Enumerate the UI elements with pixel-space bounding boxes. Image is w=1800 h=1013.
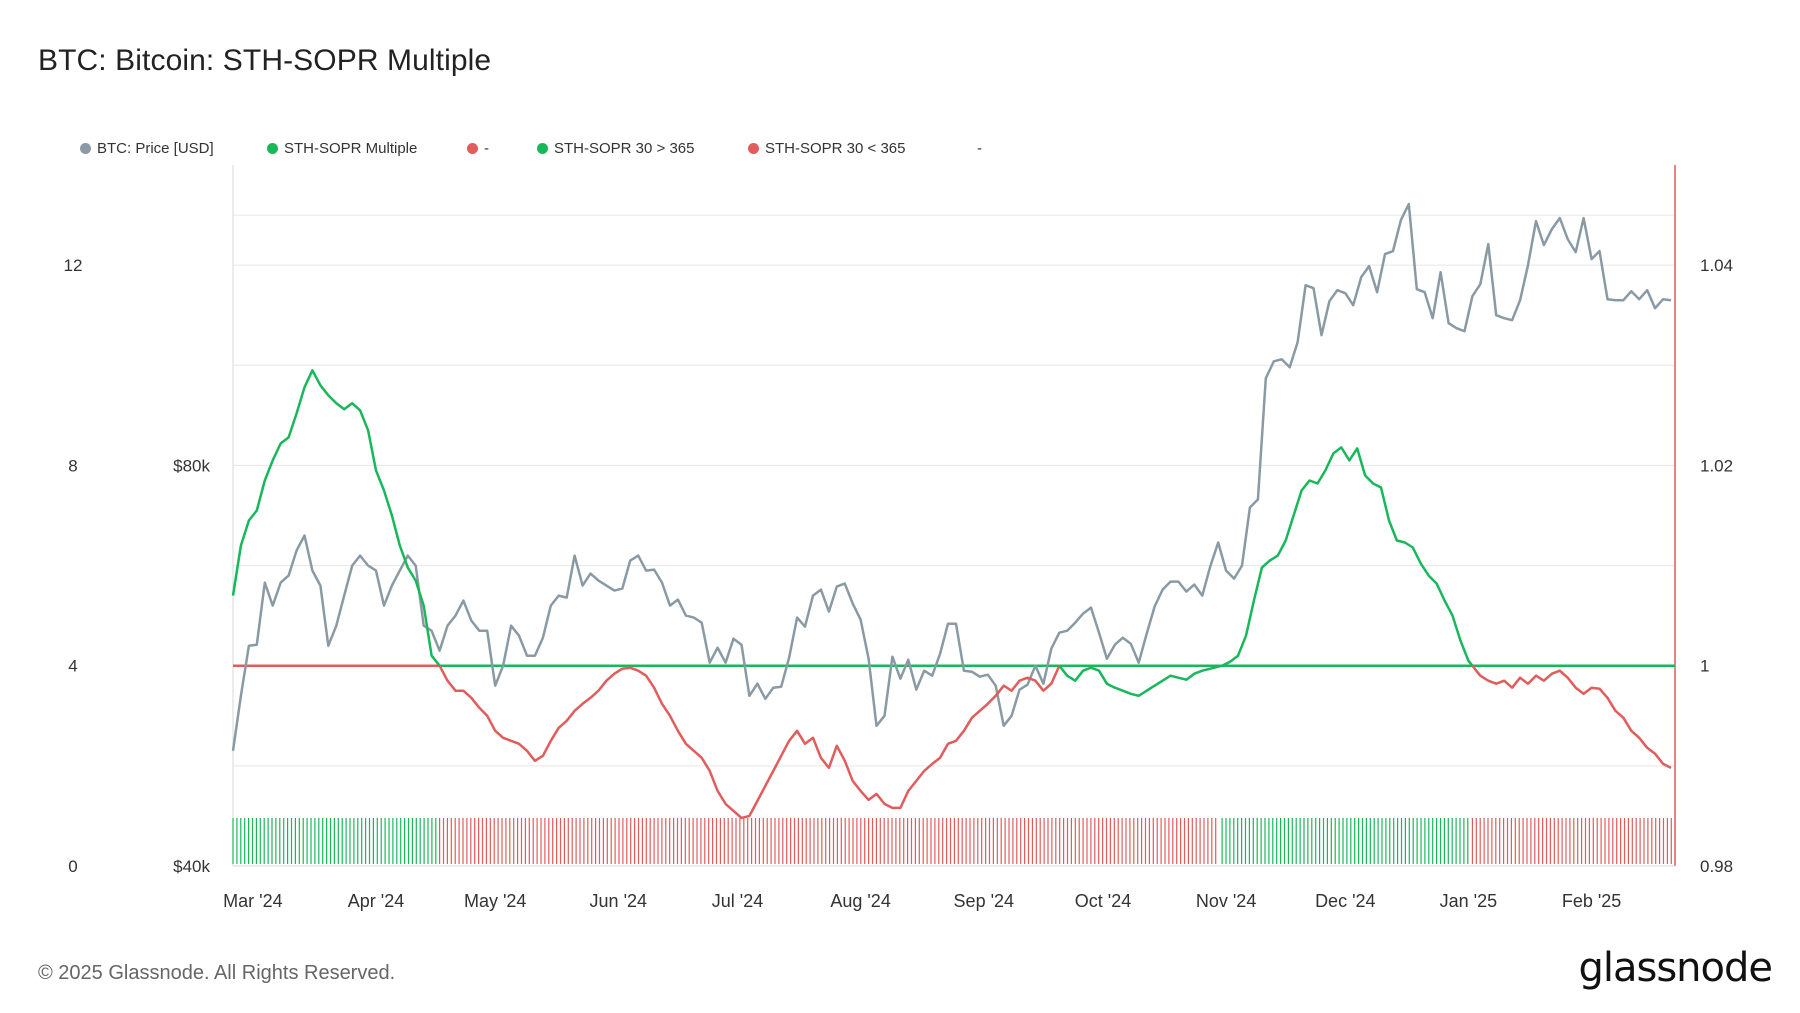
- left-axis-tick-0: 0: [68, 857, 77, 876]
- right-axis-tick-2: 1.02: [1700, 456, 1733, 475]
- regime-bars: [232, 818, 1672, 864]
- legend-dot-below: [748, 143, 759, 154]
- legend-item-multiple[interactable]: STH-SOPR Multiple: [267, 140, 417, 157]
- legend-item-above[interactable]: STH-SOPR 30 > 365: [537, 140, 694, 157]
- x-axis-tick-10: Jan '25: [1440, 891, 1497, 911]
- left-axis-tick-1: 4: [68, 657, 77, 676]
- x-axis-tick-0: Mar '24: [223, 891, 282, 911]
- right-axis-tick-1: 1: [1700, 657, 1709, 676]
- legend-label-dash: -: [484, 140, 489, 157]
- legend-label-above: STH-SOPR 30 > 365: [554, 140, 695, 157]
- x-axis-tick-6: Sep '24: [954, 891, 1015, 911]
- left-axis-tick-3: 12: [64, 256, 83, 275]
- chart-title: BTC: Bitcoin: STH-SOPR Multiple: [38, 44, 492, 77]
- legend-item-price[interactable]: BTC: Price [USD]: [80, 140, 214, 157]
- series-line-multiple-1: [231, 369, 441, 667]
- legend-dot-price: [80, 143, 91, 154]
- right-axis-tick-3: 1.04: [1700, 256, 1733, 275]
- legend-label-multiple: STH-SOPR Multiple: [284, 140, 418, 157]
- glassnode-logo: glassnode: [1578, 945, 1773, 991]
- price-axis-tick-0: $40k: [173, 857, 210, 876]
- legend-label-dash-2: -: [977, 140, 982, 157]
- legend-dot-dash: [467, 143, 478, 154]
- legend-dot-above: [537, 143, 548, 154]
- left-axis-tick-2: 8: [68, 456, 77, 475]
- x-axis-tick-9: Dec '24: [1315, 891, 1375, 911]
- x-axis-tick-2: May '24: [464, 891, 526, 911]
- x-axis-tick-1: Apr '24: [348, 891, 404, 911]
- legend-label-below: STH-SOPR 30 < 365: [765, 140, 906, 157]
- x-axis-tick-4: Jul '24: [712, 891, 763, 911]
- legend-dot-multiple: [267, 143, 278, 154]
- series-line-price: [231, 202, 1672, 751]
- legend-label-price: BTC: Price [USD]: [97, 140, 214, 157]
- series-line-below-2: [438, 665, 1061, 820]
- x-axis-tick-11: Feb '25: [1562, 891, 1621, 911]
- right-axis-tick-0: 0.98: [1700, 857, 1733, 876]
- legend-item-dash-2[interactable]: -: [977, 140, 982, 157]
- series-line-below-4: [1471, 664, 1672, 770]
- copyright-text: © 2025 Glassnode. All Rights Reserved.: [38, 962, 396, 984]
- series-line-multiple-5: [1058, 664, 1223, 698]
- x-axis-tick-5: Aug '24: [830, 891, 891, 911]
- x-axis-tick-3: Jun '24: [590, 891, 647, 911]
- price-axis-tick-1: $80k: [173, 456, 210, 475]
- series-line-multiple-3: [1221, 446, 1474, 667]
- x-axis-tick-8: Nov '24: [1196, 891, 1256, 911]
- legend-item-below[interactable]: STH-SOPR 30 < 365: [748, 140, 905, 157]
- x-axis-tick-7: Oct '24: [1075, 891, 1131, 911]
- legend-item-dash[interactable]: -: [467, 140, 489, 157]
